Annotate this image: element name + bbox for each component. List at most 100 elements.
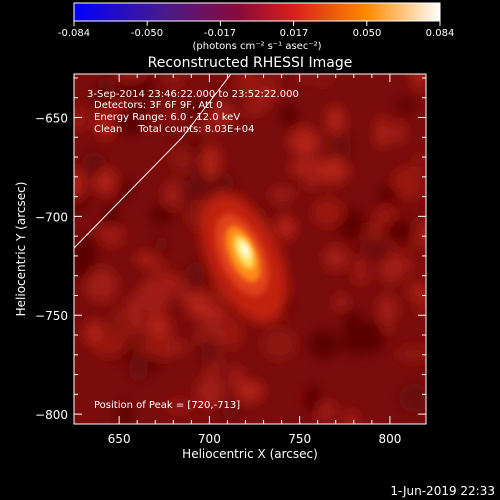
background-mottle — [138, 338, 168, 356]
background-mottle — [195, 374, 225, 408]
background-mottle — [304, 384, 321, 415]
background-mottle — [289, 127, 320, 157]
background-mottle — [114, 106, 147, 135]
background-mottle — [118, 179, 134, 200]
background-mottle — [333, 293, 349, 312]
colorbar: -0.084 -0.050 -0.017 0.017 0.050 0.084 (… — [58, 2, 454, 52]
background-mottle — [261, 327, 297, 361]
background-mottle — [326, 104, 345, 136]
y-axis: −650 −700 −750 −800 — [35, 77, 426, 422]
y-tick-label: −750 — [35, 309, 68, 323]
colorbar-tick-label: 0.050 — [353, 28, 382, 39]
x-tick-label: 750 — [288, 432, 311, 446]
background-mottle — [170, 146, 195, 172]
annotation-peak-position: Position of Peak = [720,-713] — [94, 400, 240, 411]
background-mottle — [74, 107, 89, 132]
background-mottle — [411, 74, 426, 90]
background-mottle — [126, 294, 146, 326]
background-mottle — [186, 289, 212, 320]
background-mottle — [179, 102, 208, 119]
colorbar-gradient — [73, 2, 441, 22]
background-mottle — [146, 358, 163, 372]
background-mottle — [409, 283, 426, 301]
annotation-detectors: Detectors: 3F 6F 9F, Att 0 — [94, 100, 222, 111]
background-mottle — [395, 98, 417, 113]
background-mottle — [274, 215, 296, 241]
background-mottle — [169, 119, 185, 139]
plot-frame — [73, 73, 427, 425]
background-mottle — [163, 180, 181, 210]
background-mottle — [343, 409, 359, 424]
colorbar-unit-label: (photons cm⁻² s⁻¹ asec⁻²) — [192, 41, 321, 52]
x-tick-label: 650 — [108, 432, 131, 446]
background-mottle — [74, 235, 96, 261]
background-mottle — [91, 335, 126, 358]
annotation-time-range: 3-Sep-2014 23:46:22.000 to 23:52:22.000 — [87, 89, 299, 100]
annotation-counts: Clean Total counts: 8.03E+04 — [94, 124, 254, 135]
background-mottle — [375, 116, 388, 149]
background-mottle — [154, 235, 169, 251]
annotation-energy-range: Energy Range: 6.0 - 12.0 keV — [94, 112, 240, 123]
background-mottle — [280, 104, 299, 128]
background-mottle — [228, 365, 244, 389]
background-mottle — [163, 272, 176, 290]
background-mottle — [288, 160, 310, 175]
solar-limb-line — [74, 74, 232, 249]
background-mottle — [166, 398, 193, 414]
background-mottle — [383, 220, 416, 243]
background-mottle — [389, 120, 407, 145]
background-mottle — [150, 204, 175, 225]
background-mottle — [298, 74, 311, 85]
background-mottle — [314, 156, 349, 184]
x-axis-label: Heliocentric X (arcsec) — [182, 447, 318, 461]
background-mottle — [134, 252, 155, 265]
background-mottle — [396, 344, 426, 363]
background-mottle — [222, 315, 243, 350]
y-tick-label: −650 — [35, 112, 68, 126]
background-mottle — [314, 74, 332, 87]
y-tick-label: −700 — [35, 210, 68, 224]
x-axis: 650 700 750 800 — [108, 74, 401, 446]
colorbar-tick-label: 0.017 — [280, 28, 309, 39]
x-tick-label: 800 — [378, 432, 401, 446]
x-tick-label: 700 — [198, 432, 221, 446]
background-mottle — [144, 316, 173, 338]
y-axis-label: Heliocentric Y (arcsec) — [14, 182, 28, 317]
background-mottle — [118, 398, 133, 424]
background-mottle — [95, 88, 112, 108]
background-mottle — [82, 151, 106, 177]
background-mottle — [185, 260, 206, 294]
colorbar-tick-label: -0.050 — [131, 28, 163, 39]
y-tick-label: −800 — [35, 408, 68, 422]
background-mottle — [118, 74, 146, 82]
background-mottle — [398, 383, 426, 414]
background-mottle — [235, 379, 264, 403]
flare-peak — [239, 241, 251, 259]
flare-source — [200, 192, 288, 324]
background-mottle — [74, 168, 85, 201]
background-mottle — [379, 252, 404, 284]
background-mottle — [85, 267, 118, 303]
footer-date: 1-Jun-2019 22:33 — [390, 484, 495, 498]
background-mottle — [413, 151, 426, 182]
background-mottle — [308, 329, 339, 359]
colorbar-tick-label: -0.017 — [204, 28, 236, 39]
background-mottle — [138, 281, 154, 301]
background-mottle — [235, 74, 261, 99]
colorbar-tick-label: -0.084 — [58, 28, 90, 39]
background-mottle — [162, 74, 186, 89]
background-mottle — [351, 254, 371, 287]
background-mottle — [222, 397, 239, 420]
background-mottle — [377, 185, 396, 204]
background-mottle — [102, 205, 120, 227]
background-mottle — [95, 225, 126, 240]
background-mottle — [201, 335, 217, 367]
background-mottle — [208, 100, 235, 128]
background-mottle — [359, 239, 392, 262]
background-mottle — [331, 132, 352, 162]
background-mottle — [377, 294, 398, 325]
background-mottle — [340, 326, 372, 356]
background-mottle — [323, 245, 348, 272]
background-mottle — [129, 353, 148, 383]
